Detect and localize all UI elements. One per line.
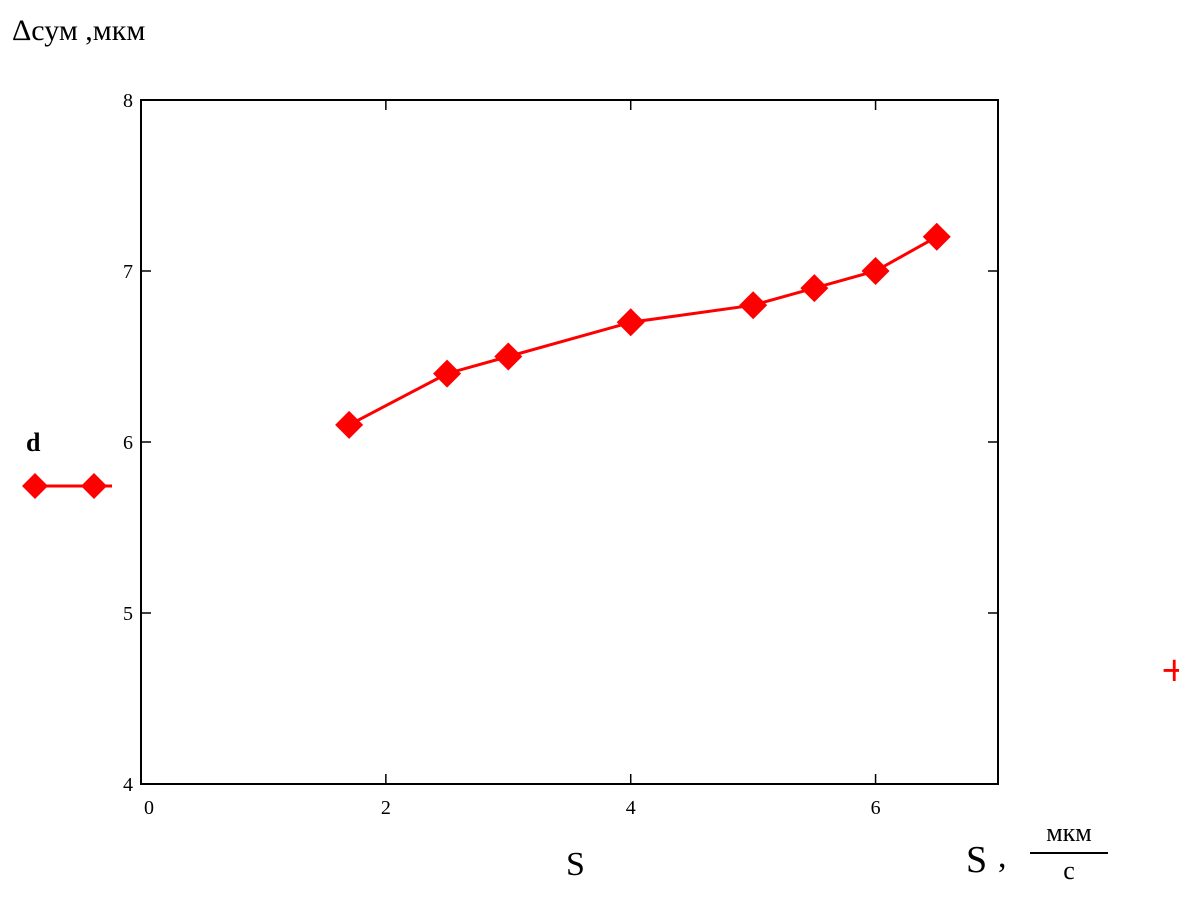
x-axis-label-separator: , [998,838,1007,875]
axis-ticks [140,99,998,785]
plot-frame [140,99,999,785]
tick-labels: 4 5 6 7 8 0 2 4 6 [123,90,881,819]
unit-denominator: с [1063,856,1075,885]
x-tick-label: 0 [144,797,154,819]
x-tick-label: 6 [871,797,881,819]
y-tick-label: 5 [123,603,133,625]
data-point-marker [433,359,462,388]
unit-numerator: мкм [1046,818,1092,847]
legend-marker-left [22,473,48,499]
legend-marker-right [81,473,107,499]
data-point-marker [616,308,645,337]
y-tick-label: 6 [123,432,133,454]
x-axis-unit-fraction: мкм с [1030,818,1108,884]
legend-marker [22,473,112,499]
series-layer [335,222,951,439]
series-line [348,235,938,427]
data-point-marker [739,291,768,320]
y-axis-label: Δсум ,мкм [12,14,146,47]
x-tick-label: 2 [381,797,391,819]
data-point-marker [335,410,364,439]
plus-marker: + [1160,650,1179,690]
data-point-marker [922,222,951,251]
legend-series-name: d [26,428,41,457]
data-point-marker [800,274,829,303]
fraction-bar [1030,852,1108,854]
x-tick-label: 4 [626,797,636,819]
y-tick-label: 8 [123,90,133,112]
data-point-marker [861,257,890,285]
y-tick-label: 7 [123,261,133,283]
x-axis-label-symbol: S [966,839,988,881]
data-point-marker [494,342,523,371]
x-variable-label: S [566,846,585,883]
y-tick-label: 4 [123,774,133,796]
